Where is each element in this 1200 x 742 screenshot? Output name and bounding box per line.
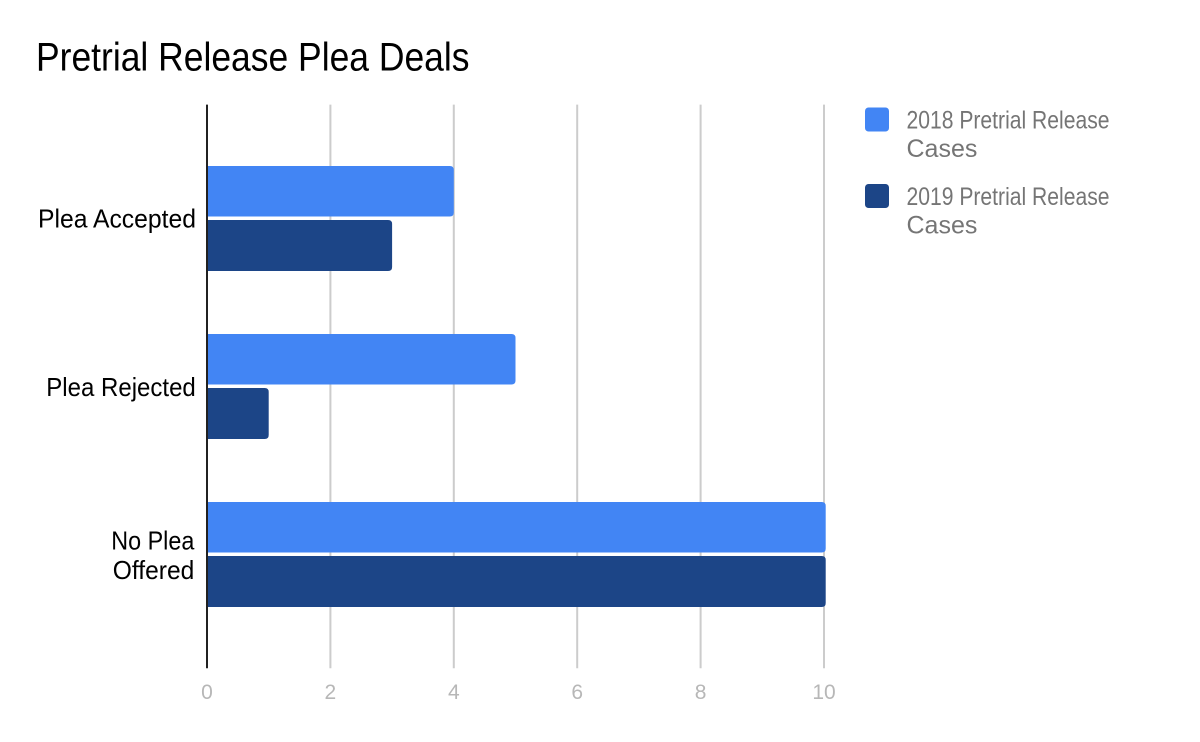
svg-text:Plea Rejected: Plea Rejected <box>46 372 196 402</box>
svg-text:No Plea: No Plea <box>111 525 194 555</box>
svg-text:Plea Accepted: Plea Accepted <box>38 203 196 233</box>
svg-text:6: 6 <box>571 681 583 704</box>
svg-text:Cases: Cases <box>907 135 978 163</box>
svg-text:8: 8 <box>695 681 707 704</box>
svg-text:Cases: Cases <box>907 212 978 240</box>
svg-text:Offered: Offered <box>113 555 195 585</box>
svg-text:Pretrial Release Plea Deals: Pretrial Release Plea Deals <box>36 36 470 80</box>
svg-text:2019 Pretrial Release: 2019 Pretrial Release <box>907 183 1110 211</box>
svg-text:10: 10 <box>812 681 835 704</box>
svg-text:2018 Pretrial Release: 2018 Pretrial Release <box>907 106 1110 134</box>
svg-text:0: 0 <box>201 681 213 704</box>
svg-text:2: 2 <box>325 681 337 704</box>
svg-text:4: 4 <box>448 681 460 704</box>
